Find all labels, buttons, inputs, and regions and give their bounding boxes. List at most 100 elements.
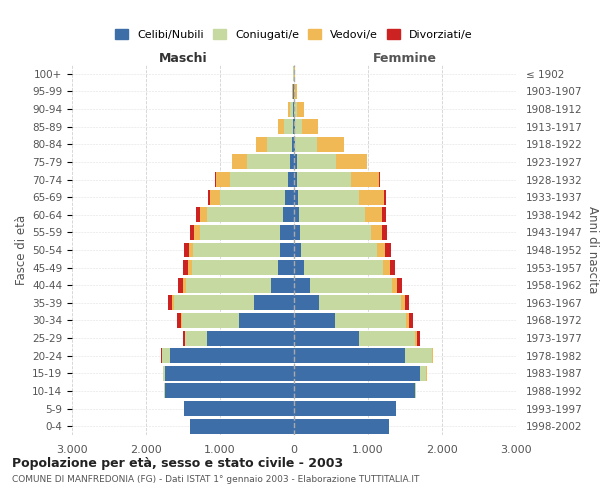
- Bar: [193, 242, 280, 258]
- Bar: [288, 102, 290, 116]
- Y-axis label: Anni di nascita: Anni di nascita: [586, 206, 599, 294]
- Bar: [232, 154, 247, 170]
- Bar: [285, 190, 294, 204]
- Bar: [294, 84, 295, 99]
- Bar: [220, 190, 285, 204]
- Bar: [266, 137, 292, 152]
- Bar: [295, 119, 302, 134]
- Bar: [294, 278, 310, 292]
- Bar: [188, 260, 192, 275]
- Bar: [294, 384, 415, 398]
- Bar: [164, 366, 294, 381]
- Bar: [390, 260, 395, 275]
- Bar: [294, 208, 299, 222]
- Bar: [404, 296, 409, 310]
- Bar: [278, 119, 284, 134]
- Bar: [230, 172, 288, 187]
- Bar: [401, 296, 404, 310]
- Bar: [215, 172, 230, 187]
- Bar: [298, 172, 350, 187]
- Bar: [409, 313, 413, 328]
- Bar: [304, 260, 383, 275]
- Bar: [417, 330, 420, 345]
- Bar: [350, 172, 379, 187]
- Bar: [301, 242, 377, 258]
- Bar: [310, 278, 392, 292]
- Bar: [336, 154, 367, 170]
- Bar: [207, 208, 283, 222]
- Bar: [284, 119, 293, 134]
- Bar: [294, 242, 301, 258]
- Bar: [200, 225, 280, 240]
- Text: Maschi: Maschi: [158, 52, 208, 65]
- Bar: [294, 190, 298, 204]
- Bar: [182, 313, 239, 328]
- Bar: [302, 119, 318, 134]
- Bar: [190, 225, 194, 240]
- Bar: [294, 225, 300, 240]
- Bar: [383, 260, 390, 275]
- Bar: [431, 348, 433, 363]
- Bar: [196, 208, 200, 222]
- Bar: [184, 242, 189, 258]
- Bar: [294, 260, 304, 275]
- Bar: [178, 278, 183, 292]
- Bar: [294, 296, 319, 310]
- Bar: [294, 154, 296, 170]
- Bar: [392, 278, 397, 292]
- Bar: [200, 208, 207, 222]
- Bar: [293, 102, 294, 116]
- Bar: [295, 84, 297, 99]
- Bar: [183, 260, 188, 275]
- Bar: [190, 418, 294, 434]
- Bar: [365, 208, 382, 222]
- Bar: [293, 119, 294, 134]
- Bar: [397, 278, 402, 292]
- Bar: [292, 137, 294, 152]
- Bar: [294, 313, 335, 328]
- Bar: [319, 296, 401, 310]
- Bar: [280, 225, 294, 240]
- Bar: [177, 313, 181, 328]
- Bar: [377, 242, 385, 258]
- Bar: [186, 278, 271, 292]
- Bar: [163, 366, 164, 381]
- Bar: [254, 296, 294, 310]
- Bar: [420, 366, 427, 381]
- Text: Femmine: Femmine: [373, 52, 437, 65]
- Y-axis label: Fasce di età: Fasce di età: [15, 215, 28, 285]
- Bar: [162, 348, 170, 363]
- Bar: [183, 278, 186, 292]
- Bar: [239, 313, 294, 328]
- Bar: [192, 260, 278, 275]
- Bar: [384, 190, 386, 204]
- Bar: [174, 296, 254, 310]
- Bar: [164, 384, 294, 398]
- Text: Popolazione per età, sesso e stato civile - 2003: Popolazione per età, sesso e stato civil…: [12, 458, 343, 470]
- Bar: [300, 225, 371, 240]
- Bar: [290, 102, 293, 116]
- Bar: [385, 242, 391, 258]
- Bar: [371, 225, 382, 240]
- Bar: [335, 313, 406, 328]
- Bar: [359, 330, 415, 345]
- Bar: [406, 313, 409, 328]
- Bar: [317, 137, 344, 152]
- Bar: [194, 225, 200, 240]
- Bar: [283, 208, 294, 222]
- Bar: [183, 330, 185, 345]
- Bar: [359, 190, 384, 204]
- Bar: [278, 260, 294, 275]
- Bar: [294, 348, 405, 363]
- Bar: [208, 190, 209, 204]
- Bar: [415, 330, 417, 345]
- Bar: [294, 366, 420, 381]
- Bar: [189, 242, 193, 258]
- Bar: [294, 418, 389, 434]
- Bar: [299, 208, 365, 222]
- Bar: [296, 154, 336, 170]
- Bar: [382, 225, 387, 240]
- Bar: [294, 172, 298, 187]
- Legend: Celibi/Nubili, Coniugati/e, Vedovi/e, Divorziati/e: Celibi/Nubili, Coniugati/e, Vedovi/e, Di…: [112, 26, 476, 44]
- Bar: [294, 330, 359, 345]
